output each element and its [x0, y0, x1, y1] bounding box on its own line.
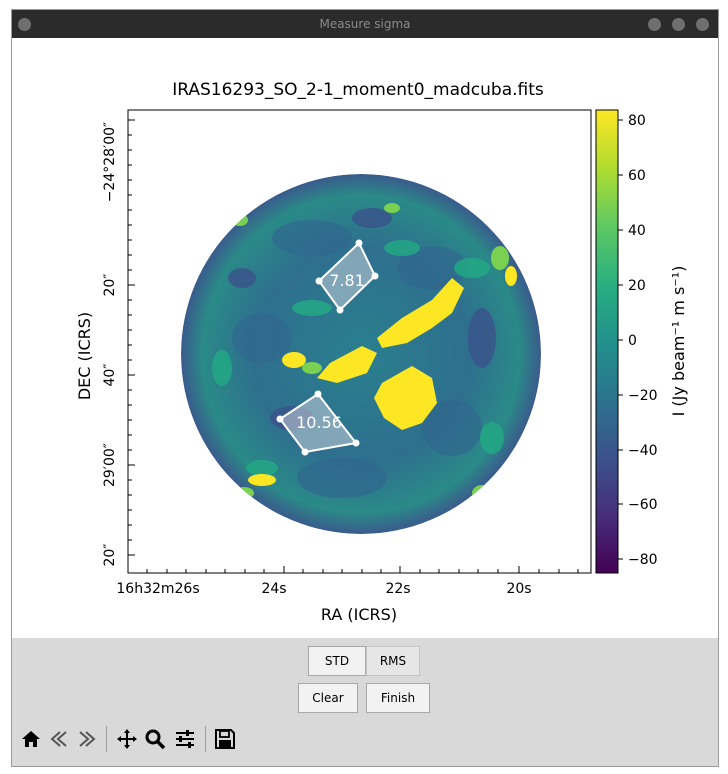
window-menu-dot[interactable]: [18, 18, 31, 31]
rms-button[interactable]: RMS: [366, 646, 420, 676]
title-bar: Measure sigma: [12, 10, 718, 38]
dec-tick-label: −24°28′00″: [102, 122, 118, 203]
colorbar-tick-label: −60: [628, 497, 658, 513]
dec-ticks: [128, 119, 135, 556]
control-panel: STD RMS Clear Finish: [12, 638, 718, 766]
emission-yellow: [248, 266, 517, 486]
ra-tick-label: 16h32m26s: [116, 581, 199, 597]
clear-button[interactable]: Clear: [298, 683, 358, 713]
colorbar: [595, 109, 619, 574]
dec-axis-label: DEC (ICRS): [75, 312, 94, 400]
region-1[interactable]: 7.81: [315, 239, 379, 314]
window-title: Measure sigma: [319, 17, 411, 31]
finish-button[interactable]: Finish: [366, 683, 430, 713]
colorbar-tick-label: 80: [628, 113, 646, 129]
colorbar-tick-label: −80: [628, 552, 658, 568]
dec-tick-label: 20″: [102, 543, 118, 566]
ra-tick-label: 24s: [261, 581, 286, 597]
figure-canvas[interactable]: IRAS16293_SO_2-1_moment0_madcuba.fits: [12, 38, 718, 638]
colorbar-tick-label: 60: [628, 168, 646, 184]
dec-tick-label: 20″: [102, 273, 118, 296]
dec-tick-label: 29′00″: [102, 443, 118, 487]
back-icon[interactable]: [47, 727, 71, 751]
colorbar-tick-label: −20: [628, 388, 658, 404]
region-2-value: 10.56: [296, 413, 342, 432]
ra-axis-label: RA (ICRS): [321, 605, 397, 624]
colorbar-tick-label: 40: [628, 223, 646, 239]
toolbar-separator: [106, 726, 107, 752]
measure-sigma-window: Measure sigma IRAS16293_SO_2-1_moment0_m…: [11, 9, 719, 767]
ra-ticks: [127, 566, 579, 573]
forward-icon[interactable]: [75, 727, 99, 751]
region-2[interactable]: 10.56: [276, 390, 360, 456]
colorbar-tick-label: 20: [628, 278, 646, 294]
ra-tick-label: 20s: [506, 581, 531, 597]
configure-icon[interactable]: [173, 727, 197, 751]
maximize-button[interactable]: [672, 18, 685, 31]
colorbar-label: I (Jy beam⁻¹ m s⁻¹): [669, 266, 688, 417]
zoom-icon[interactable]: [143, 727, 167, 751]
figure-svg: 7.81 10.56: [75, 109, 688, 624]
save-icon[interactable]: [213, 727, 237, 751]
home-icon[interactable]: [19, 727, 43, 751]
ra-tick-label: 22s: [385, 581, 410, 597]
colorbar-ticks: [618, 119, 623, 560]
dec-tick-label: 40″: [102, 363, 118, 386]
plot-title: IRAS16293_SO_2-1_moment0_madcuba.fits: [172, 80, 544, 100]
colorbar-tick-label: −40: [628, 443, 658, 459]
std-button[interactable]: STD: [308, 646, 366, 676]
pan-icon[interactable]: [115, 727, 139, 751]
moment0-image: [181, 174, 541, 534]
colorbar-tick-label: 0: [628, 333, 637, 349]
minimize-button[interactable]: [648, 18, 661, 31]
close-button[interactable]: [696, 18, 709, 31]
toolbar-separator: [205, 726, 206, 752]
region-1-value: 7.81: [329, 271, 365, 290]
